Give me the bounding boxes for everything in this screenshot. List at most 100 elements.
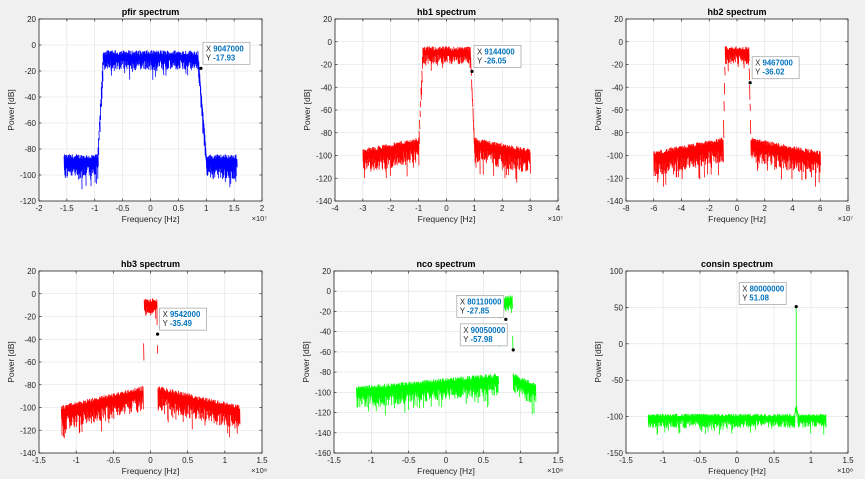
y-tick-label: 20 (27, 267, 36, 276)
x-tick-label: 1.5 (256, 456, 268, 465)
datatip-y: Y -57.98 (463, 335, 493, 344)
y-tick-label: -40 (24, 93, 36, 102)
datatip-x: X 9467000 (755, 59, 793, 68)
x-exponent-label: ×10⁸ (547, 466, 563, 475)
chart-title: hb3 spectrum (121, 259, 180, 269)
chart-title: hb1 spectrum (417, 7, 476, 17)
y-tick-label: -120 (20, 426, 37, 435)
x-axis-label: Frequency [Hz] (708, 214, 766, 224)
spectrum-line (362, 46, 531, 183)
y-tick-label: 50 (614, 303, 623, 312)
y-tick-label: -20 (611, 61, 623, 70)
x-tick-label: -8 (622, 204, 630, 213)
chart-title: hb2 spectrum (707, 7, 766, 17)
datatip-x-value: 9542000 (170, 310, 201, 319)
y-tick-label: -40 (319, 328, 331, 337)
datatip-y-value: -57.98 (470, 335, 493, 344)
y-tick-label: 20 (614, 15, 623, 24)
datatip-y-value: -27.85 (467, 306, 490, 315)
datatip-y: Y -17.93 (206, 53, 236, 62)
x-tick-label: 6 (818, 204, 823, 213)
y-tick-label: -20 (320, 61, 332, 70)
x-tick-label: -0.5 (693, 456, 707, 465)
y-tick-label: -100 (607, 152, 624, 161)
y-tick-label: -20 (24, 313, 36, 322)
x-tick-label: 4 (556, 204, 561, 213)
y-tick-label: -60 (319, 348, 331, 357)
y-tick-label: 0 (32, 290, 37, 299)
y-tick-label: 20 (322, 267, 331, 276)
datatip-marker (504, 317, 508, 321)
plot-hb2-spectrum: -8 -6 -4 -2 0 2 4 6 8-140-120-100-80-60-40-20020… (593, 7, 853, 224)
y-tick-label: -20 (319, 307, 331, 316)
y-tick-label: -80 (319, 368, 331, 377)
datatip-x-value: 80110000 (467, 297, 502, 306)
x-tick-label: -1.5 (619, 456, 633, 465)
x-exponent-label: ×10⁷ (252, 214, 268, 223)
x-tick-label: 1.5 (842, 456, 854, 465)
y-axis-label: Power [dB] (593, 89, 603, 131)
x-exponent-label: ×10⁸ (251, 466, 267, 475)
x-tick-label: -1 (368, 456, 376, 465)
x-tick-label: 3 (528, 204, 533, 213)
datatip-box (459, 323, 508, 347)
x-axis-label: Frequency [Hz] (708, 466, 766, 476)
x-tick-label: 0.5 (173, 204, 185, 213)
x-tick-label: 1.5 (229, 204, 241, 213)
datatip-box (202, 41, 251, 65)
spectrum-line (63, 50, 238, 190)
x-tick-label: -2 (35, 204, 43, 213)
y-tick-label: -40 (24, 335, 36, 344)
x-tick-label: -1 (415, 204, 423, 213)
x-tick-label: 1 (809, 456, 814, 465)
y-tick-label: 0 (328, 38, 333, 47)
y-tick-label: -60 (24, 358, 36, 367)
x-axis-label: Frequency [Hz] (418, 214, 476, 224)
x-tick-label: -1 (659, 456, 667, 465)
y-tick-label: -120 (20, 197, 37, 206)
datatip-x: X 9144000 (477, 47, 515, 56)
datatip-box (456, 295, 505, 318)
y-tick-label: -100 (315, 388, 332, 397)
y-axis-label: Power [dB] (301, 341, 311, 383)
datatip-y-value: -17.93 (213, 53, 236, 62)
x-tick-label: 0 (735, 204, 740, 213)
datatip-y: Y -27.85 (460, 306, 490, 315)
x-tick-label: -0.5 (106, 456, 120, 465)
y-tick-label: -80 (24, 381, 36, 390)
y-tick-label: -140 (607, 197, 624, 206)
datatip-y: Y 51.08 (742, 294, 769, 303)
x-axis-label: Frequency [Hz] (122, 466, 180, 476)
chart-title: pfir spectrum (122, 7, 180, 17)
y-tick-label: -80 (611, 129, 623, 138)
y-tick-label: -140 (316, 197, 333, 206)
y-tick-label: 0 (327, 287, 332, 296)
x-tick-label: -0.5 (116, 204, 130, 213)
x-tick-label: -2 (387, 204, 395, 213)
x-tick-label: 0 (148, 456, 153, 465)
y-tick-label: 0 (32, 41, 37, 50)
x-tick-label: -0.5 (402, 456, 416, 465)
datatip-y-value: -35.49 (170, 319, 193, 328)
x-tick-label: 2 (260, 204, 265, 213)
y-axis-label: Power [dB] (6, 89, 16, 131)
datatip-marker (155, 332, 160, 336)
x-axis-label: Frequency [Hz] (122, 214, 180, 224)
datatip-x: X 9542000 (163, 310, 201, 319)
y-tick-label: 100 (610, 267, 624, 276)
y-tick-label: -80 (320, 129, 332, 138)
y-tick-label: -100 (20, 404, 37, 413)
datatip-y-value: 51.08 (749, 294, 769, 303)
x-tick-label: 4 (790, 204, 795, 213)
x-tick-label: 1 (518, 456, 523, 465)
y-tick-label: -120 (607, 174, 624, 183)
y-tick-label: -100 (316, 152, 333, 161)
plot-nco-spectrum: -1.5 -1 -0.5 0 0.5 1 1.5 -160 -140 -120 -100 -80 -60… (301, 259, 564, 476)
